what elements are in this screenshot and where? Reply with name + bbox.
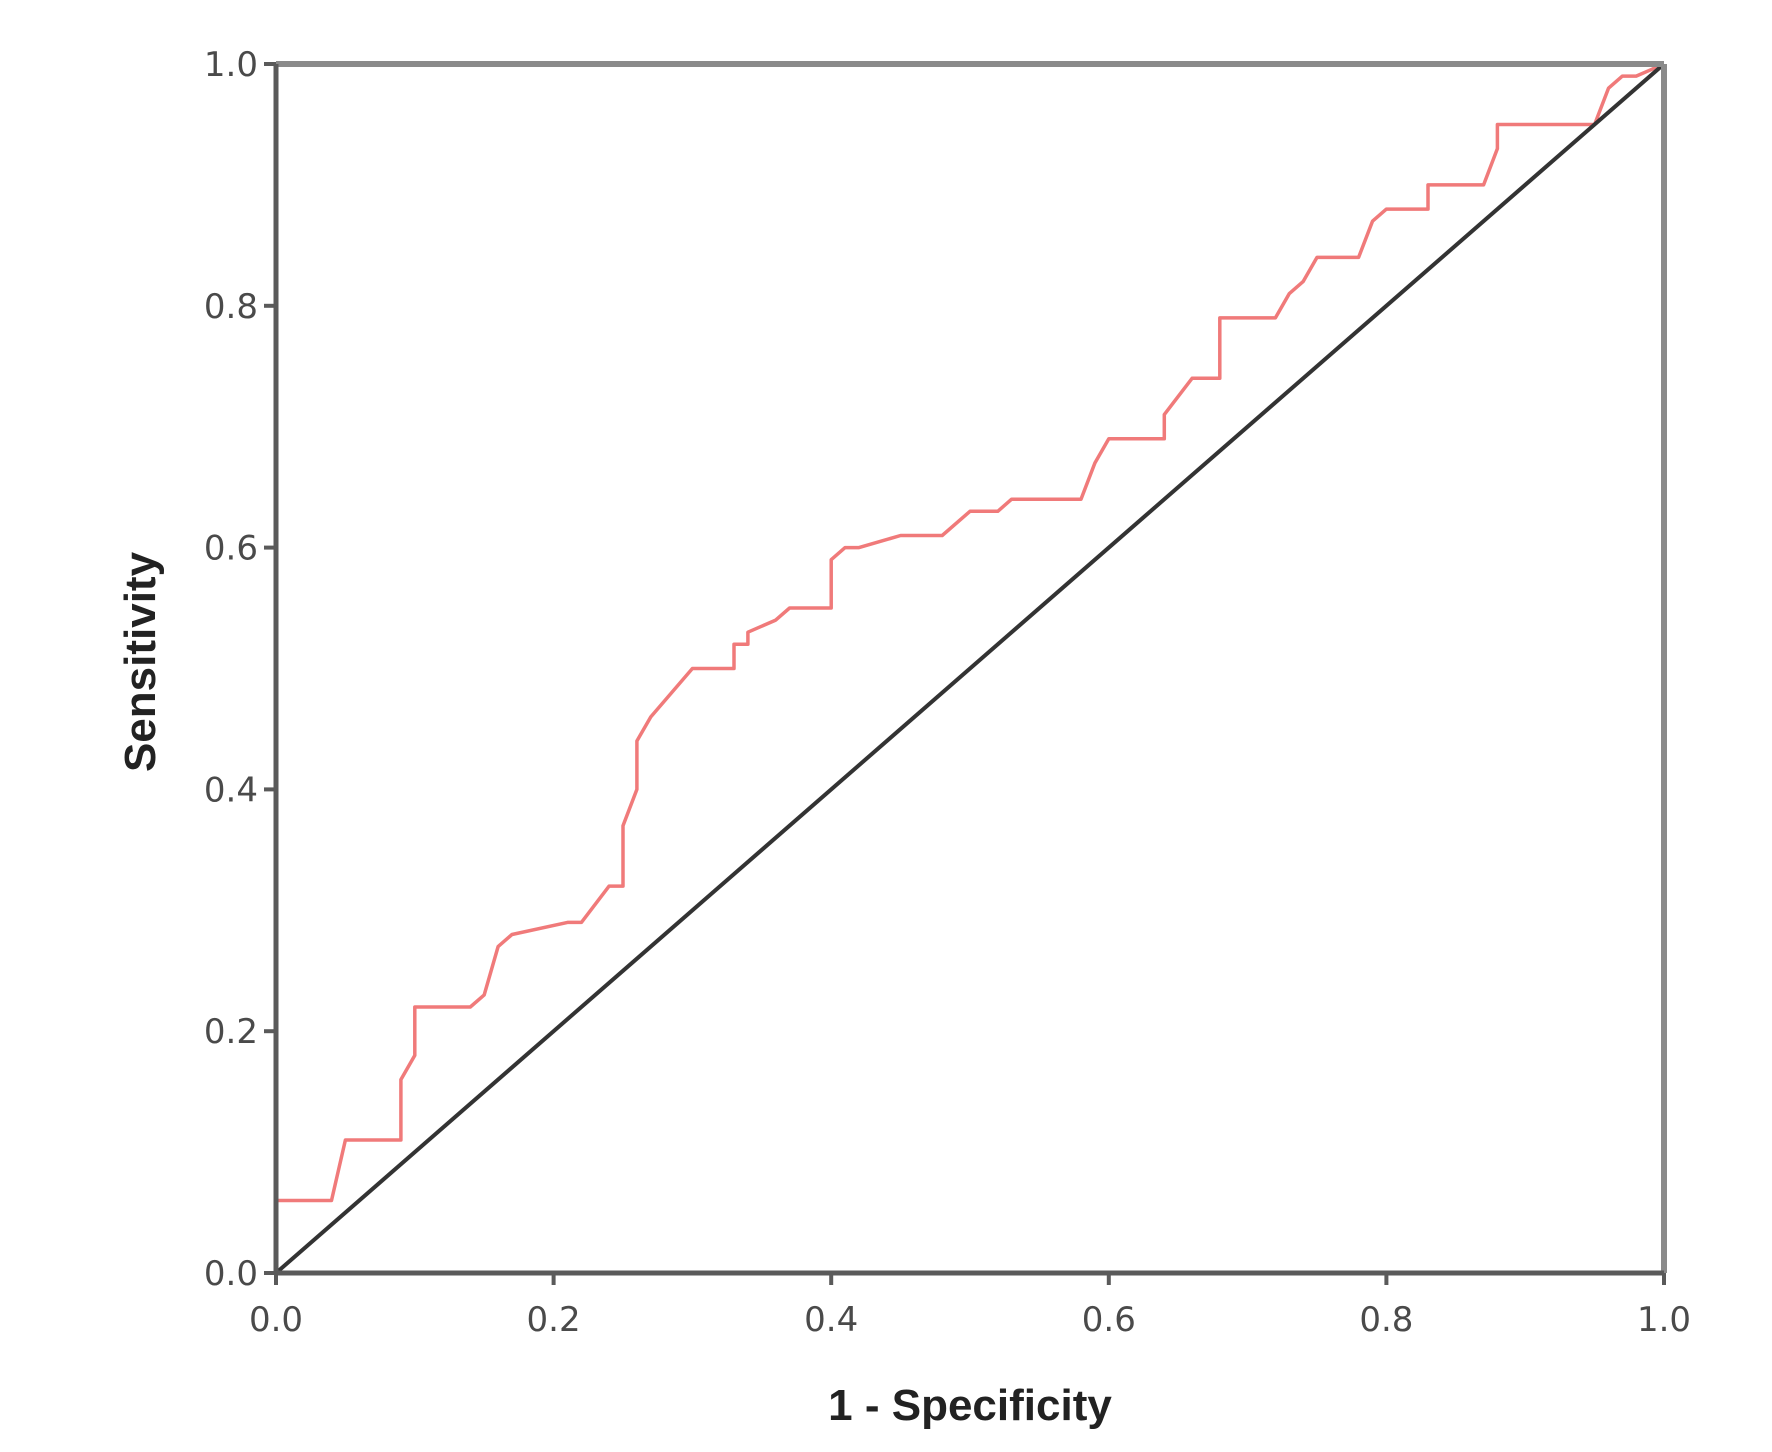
x-tick-label: 0.0 — [249, 1300, 303, 1340]
x-tick-label: 0.6 — [1082, 1300, 1136, 1340]
y-axis-title: Sensitivity — [116, 551, 165, 772]
x-tick-label: 0.4 — [804, 1300, 858, 1340]
roc-curve-line — [274, 62, 1665, 1273]
axes: 0.0 0.2 0.4 0.6 0.8 1.0 0.0 0.2 0.4 0.6 0.8 1.0 — [204, 45, 1691, 1340]
reference-diagonal-line — [274, 62, 1666, 1275]
x-tick-label: 1.0 — [1637, 1300, 1691, 1340]
y-tick-label: 0.2 — [204, 1012, 258, 1052]
y-tick-label: 0.6 — [204, 529, 258, 569]
y-tick-label: 0.8 — [204, 287, 258, 327]
x-tick-label: 0.8 — [1359, 1300, 1413, 1340]
x-tick-label: 0.2 — [527, 1300, 581, 1340]
x-axis-title: 1 - Specificity — [828, 1381, 1112, 1430]
y-tick-label: 0.4 — [204, 770, 258, 810]
plot-area — [274, 62, 1666, 1275]
y-tick-label: 0.0 — [204, 1254, 258, 1294]
y-tick-label: 1.0 — [204, 45, 258, 85]
